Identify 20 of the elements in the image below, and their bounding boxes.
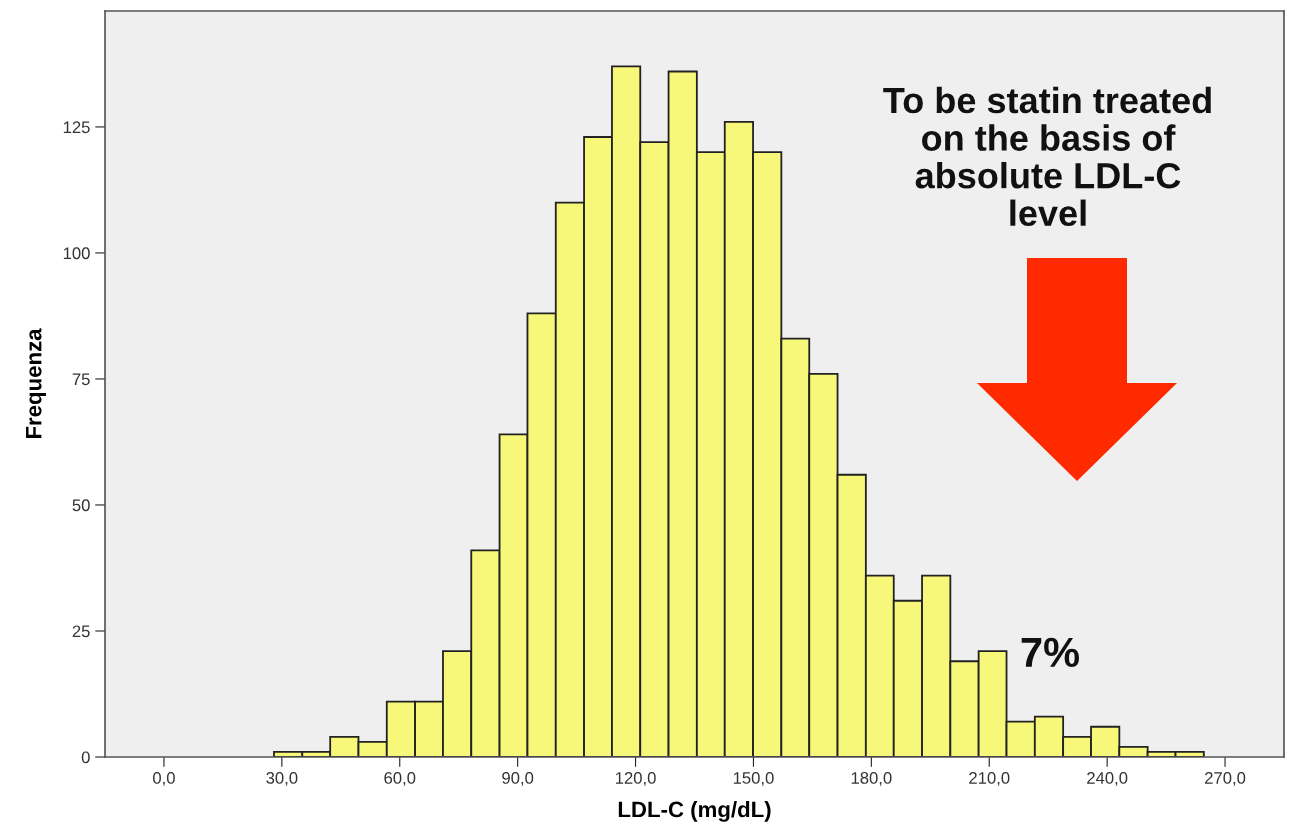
x-tick-label: 0,0 xyxy=(153,772,175,786)
y-axis-title: Frequenza xyxy=(26,328,46,439)
x-axis-title: LDL-C (mg/dL) xyxy=(618,801,771,822)
y-tick-label: 50 xyxy=(72,499,90,512)
y-tick-label: 0 xyxy=(81,751,90,764)
annotation: To be statin treated on the basis of absolute LDL-C level xyxy=(883,86,1211,227)
y-tick-label: 100 xyxy=(63,247,90,260)
x-tick-label: 150,0 xyxy=(733,772,774,786)
x-tick-label: 240,0 xyxy=(1087,772,1128,786)
x-tick-label: 180,0 xyxy=(851,772,892,786)
y-tick-label: 125 xyxy=(63,121,90,134)
x-tick-label: 30,0 xyxy=(266,772,298,786)
x-tick-label: 90,0 xyxy=(502,772,534,786)
x-tick-label: 270,0 xyxy=(1205,772,1246,786)
x-tick-label: 60,0 xyxy=(384,772,416,786)
annotation: 7% xyxy=(1021,637,1080,668)
y-tick-label: 25 xyxy=(72,625,90,638)
x-tick-label: 210,0 xyxy=(969,772,1010,786)
y-tick-label: 75 xyxy=(72,373,90,386)
x-tick-label: 120,0 xyxy=(615,772,656,786)
